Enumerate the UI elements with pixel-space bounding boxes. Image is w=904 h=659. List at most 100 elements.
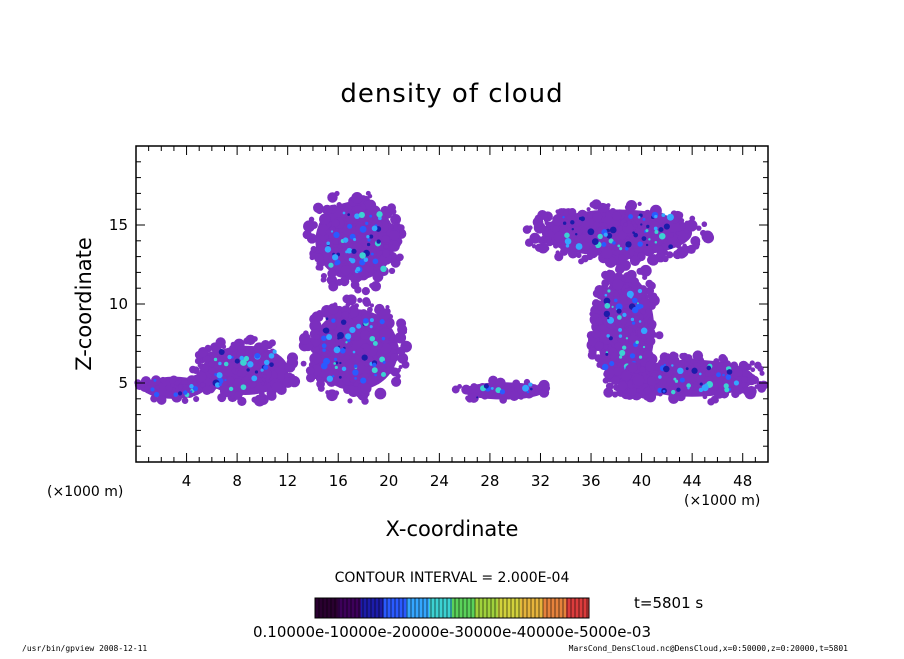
density-core bbox=[698, 372, 702, 376]
density-core bbox=[333, 346, 341, 354]
density-core bbox=[603, 297, 611, 305]
density-core bbox=[658, 232, 666, 240]
cloud-speck bbox=[732, 362, 738, 368]
density-core bbox=[325, 317, 329, 321]
cloud-speck bbox=[332, 238, 339, 245]
cloud-speck bbox=[237, 367, 248, 378]
cloud-speck bbox=[624, 208, 629, 214]
density-core bbox=[639, 304, 644, 309]
density-core bbox=[335, 361, 339, 365]
cloud-speck bbox=[675, 231, 681, 236]
cloud-speck bbox=[693, 362, 701, 370]
cloud-speck bbox=[606, 269, 613, 276]
cloud-speck bbox=[643, 386, 652, 395]
cloud-speck bbox=[587, 350, 597, 360]
cloud-speck bbox=[667, 232, 674, 239]
cloud-speck bbox=[387, 203, 396, 213]
density-core bbox=[622, 345, 627, 350]
density-core bbox=[371, 367, 378, 374]
footer-left: /usr/bin/gpview 2008-12-11 bbox=[22, 644, 147, 653]
density-core bbox=[354, 377, 357, 380]
density-core bbox=[625, 337, 629, 340]
density-core bbox=[321, 343, 327, 349]
cloud-speck bbox=[310, 245, 317, 253]
cloud-speck bbox=[208, 360, 215, 367]
cloud-speck bbox=[192, 366, 200, 374]
cloud-speck bbox=[536, 383, 543, 391]
cloud-speck bbox=[647, 376, 657, 386]
cloud-speck bbox=[639, 366, 646, 373]
cloud-speck bbox=[675, 242, 682, 249]
cloud-speck bbox=[345, 214, 356, 225]
cloud-speck bbox=[382, 249, 390, 258]
density-core bbox=[666, 213, 674, 221]
cloud-speck bbox=[327, 269, 337, 279]
cloud-speck bbox=[451, 385, 460, 394]
cloud-speck bbox=[378, 245, 384, 251]
density-core bbox=[618, 334, 623, 338]
cloud-speck bbox=[390, 353, 399, 362]
cloud-speck bbox=[260, 340, 271, 350]
density-core bbox=[638, 355, 643, 359]
density-core bbox=[224, 378, 227, 382]
cloud-speck bbox=[641, 335, 646, 340]
cloud-speck bbox=[181, 377, 188, 385]
density-core bbox=[359, 252, 366, 259]
colorbar-segment bbox=[406, 598, 430, 618]
cloud-speck bbox=[337, 244, 342, 249]
cloud-speck bbox=[759, 370, 765, 376]
density-core bbox=[668, 244, 674, 250]
cloud-speck bbox=[328, 281, 339, 292]
density-core bbox=[663, 223, 670, 230]
density-core bbox=[345, 341, 348, 344]
cloud-speck bbox=[300, 360, 307, 367]
cloud-speck bbox=[613, 246, 618, 251]
cloud-speck bbox=[298, 332, 311, 345]
cloud-speck bbox=[731, 367, 743, 379]
cloud-speck bbox=[347, 398, 353, 404]
density-core bbox=[607, 289, 611, 293]
density-core bbox=[334, 365, 338, 370]
density-core bbox=[345, 333, 352, 340]
density-core bbox=[631, 321, 636, 325]
cloud-speck bbox=[633, 223, 638, 229]
cloud-speck bbox=[266, 391, 277, 401]
density-core bbox=[370, 252, 374, 256]
cloud-speck bbox=[340, 264, 352, 276]
density-core bbox=[701, 384, 709, 392]
colorbar-segment bbox=[429, 598, 453, 618]
density-core bbox=[353, 364, 358, 368]
density-core bbox=[379, 356, 385, 363]
y-tick-label: 5 bbox=[118, 374, 128, 392]
cloud-speck bbox=[495, 377, 506, 388]
cloud-speck bbox=[535, 243, 544, 252]
density-core bbox=[625, 241, 632, 248]
density-core bbox=[570, 220, 575, 225]
cloud-speck bbox=[349, 308, 359, 318]
cloud-speck bbox=[586, 207, 591, 212]
cloud-speck bbox=[367, 193, 373, 199]
cloud-speck bbox=[202, 355, 211, 364]
cloud-speck bbox=[636, 359, 641, 364]
density-core bbox=[658, 375, 662, 379]
density-core bbox=[381, 336, 386, 341]
cloud-speck bbox=[627, 362, 638, 373]
cloud-speck bbox=[757, 365, 764, 372]
density-core bbox=[260, 368, 264, 372]
density-core bbox=[562, 216, 565, 219]
cloud-speck bbox=[603, 344, 609, 350]
density-core bbox=[369, 214, 373, 218]
cloud-speck bbox=[757, 383, 767, 393]
density-core bbox=[337, 332, 345, 339]
density-core bbox=[638, 320, 642, 323]
cloud-speck bbox=[359, 395, 365, 401]
density-core bbox=[340, 319, 347, 325]
density-core bbox=[645, 243, 649, 247]
cloud-speck bbox=[309, 238, 315, 244]
cloud-speck bbox=[613, 363, 618, 368]
cloud-speck bbox=[593, 221, 601, 229]
density-core bbox=[216, 372, 223, 379]
density-core bbox=[150, 387, 155, 392]
cloud-speck bbox=[335, 278, 343, 286]
